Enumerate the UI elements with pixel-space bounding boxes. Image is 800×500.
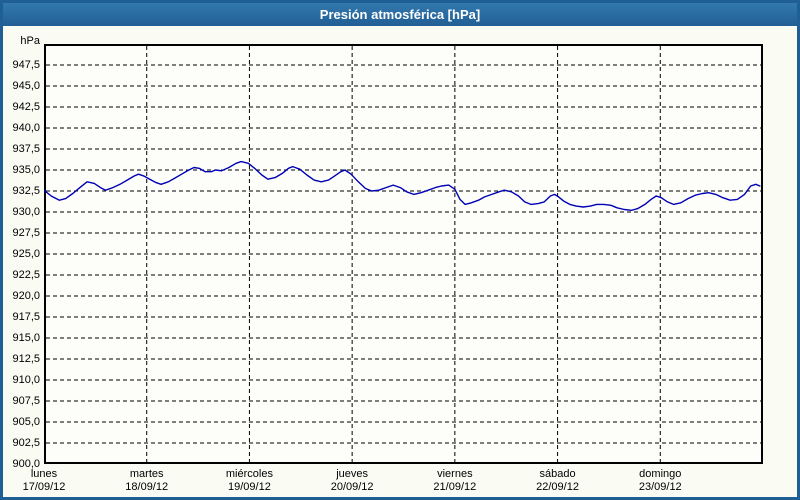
day-date: 17/09/12 [22,481,66,493]
x-day-label: miércoles 19/09/12 [197,468,301,494]
x-day-label: lunes 17/09/12 [3,468,96,494]
day-name: jueves [336,468,369,480]
y-tick-label: 940,0 [12,122,40,134]
y-tick-label: 922,5 [12,269,40,281]
day-date: 20/09/12 [330,481,374,493]
y-tick-label: 900,0 [12,458,40,470]
y-tick-label: 902,5 [12,437,40,449]
y-tick-label: 927,5 [12,227,40,239]
pressure-line [44,160,761,212]
plot-area [44,44,763,464]
day-date: 18/09/12 [125,481,169,493]
x-day-label: viernes 21/09/12 [403,468,507,494]
y-tick-label: 915,0 [12,332,40,344]
y-tick-label: 945,0 [12,80,40,92]
chart-title-bar: Presión atmosférica [hPa] [3,3,797,26]
y-tick-label: 947,5 [12,59,40,71]
x-day-label: sábado 22/09/12 [506,468,610,494]
day-name: lunes [30,468,58,480]
day-date: 21/09/12 [433,481,477,493]
x-day-label: martes 18/09/12 [95,468,199,494]
day-date: 23/09/12 [638,481,682,493]
y-tick-label: 920,0 [12,290,40,302]
day-name: viernes [437,468,473,480]
y-tick-label: 935,0 [12,164,40,176]
y-tick-label: 910,0 [12,374,40,386]
chart-title: Presión atmosférica [hPa] [319,7,481,22]
y-tick-label: 942,5 [12,101,40,113]
y-tick-label: 907,5 [12,395,40,407]
day-name: martes [129,468,164,480]
day-name: sábado [539,468,576,480]
y-tick-label: 925,0 [12,248,40,260]
y-tick-label: 912,5 [12,353,40,365]
day-date: 22/09/12 [536,481,579,493]
day-name: domingo [639,468,682,480]
axis-frame [44,44,763,464]
day-date: 19/09/12 [228,481,271,493]
y-tick-label: 937,5 [12,143,40,155]
y-tick-label: 932,5 [12,185,40,197]
y-tick-label: 905,0 [12,416,40,428]
y-tick-label: 930,0 [12,206,40,218]
x-day-label: jueves 20/09/12 [300,468,404,494]
y-tick-label: 917,5 [12,311,40,323]
day-name: miércoles [225,468,273,480]
x-day-label: domingo 23/09/12 [608,468,712,494]
y-axis-unit-label: hPa [20,35,40,47]
